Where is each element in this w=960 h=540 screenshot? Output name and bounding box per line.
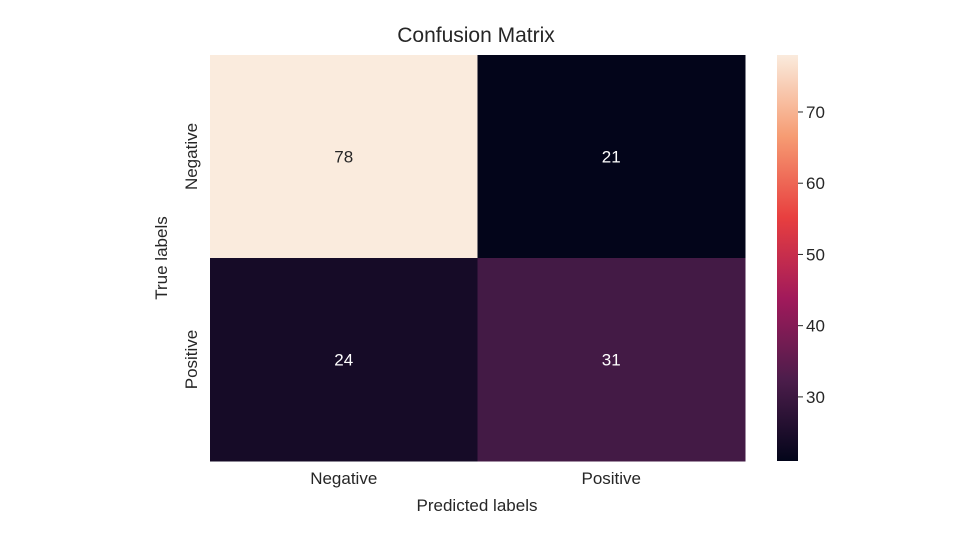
cell-value-label: 24 xyxy=(334,351,353,370)
y-tick-label: Negative xyxy=(182,123,201,190)
y-axis-label: True labels xyxy=(152,216,171,299)
y-tick-labels: Negative Positive xyxy=(182,123,201,389)
colorbar-tick-label: 60 xyxy=(806,174,825,193)
colorbar-tick-label: 30 xyxy=(806,388,825,407)
colorbar xyxy=(777,55,798,461)
heatmap-cell xyxy=(477,55,746,259)
heatmap-cell xyxy=(210,258,478,462)
cell-value-label: 31 xyxy=(602,351,621,370)
heatmap-cell-labels: 78 21 24 31 xyxy=(334,148,620,370)
colorbar-tick-label: 70 xyxy=(806,103,825,122)
x-tick-labels: Negative Positive xyxy=(310,469,641,488)
colorbar-tick-label: 40 xyxy=(806,317,825,336)
cell-value-label: 21 xyxy=(602,148,621,167)
x-tick-label: Negative xyxy=(310,469,377,488)
heatmap-cells xyxy=(210,55,746,462)
y-tick-label: Positive xyxy=(182,330,201,390)
chart-title: Confusion Matrix xyxy=(397,24,555,47)
heatmap-cell xyxy=(477,258,746,462)
x-tick-label: Positive xyxy=(581,469,641,488)
heatmap-cell xyxy=(210,55,478,259)
cell-value-label: 78 xyxy=(334,148,353,167)
x-axis-label: Predicted labels xyxy=(417,496,538,515)
colorbar-ticks: 30 40 50 60 70 xyxy=(798,103,825,407)
colorbar-tick-label: 50 xyxy=(806,245,825,264)
